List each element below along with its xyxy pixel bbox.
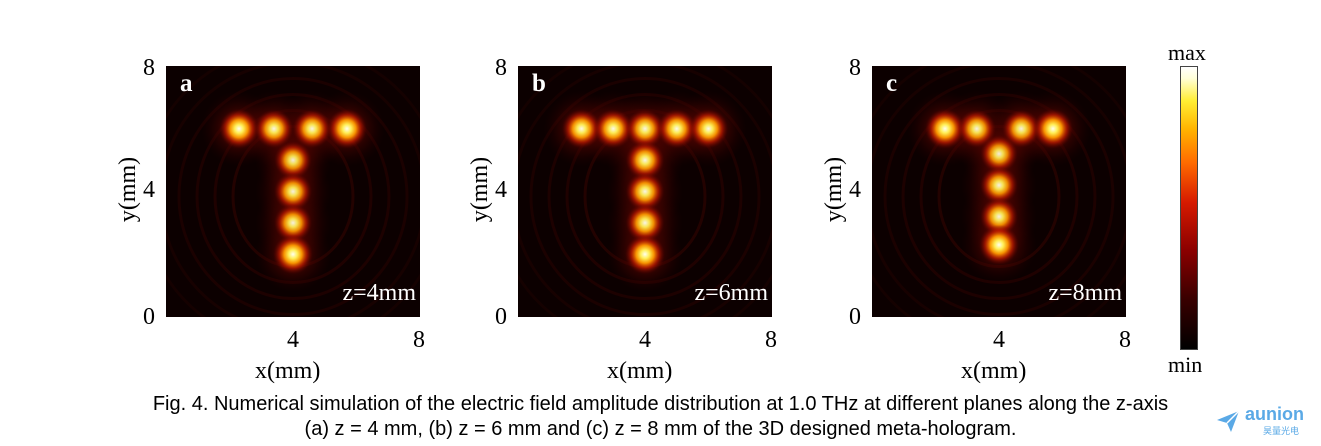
hotspot [273,234,313,275]
background-ring [195,93,391,301]
hotspot [979,197,1019,236]
heatmap-svg-c [872,66,1126,317]
hotspot [292,109,332,149]
x-tick-4: 4 [287,327,299,353]
y-axis-label: y(mm) [821,156,848,223]
background-ring [901,93,1097,301]
paper-plane-icon [1217,410,1240,432]
y-tick-4: 4 [143,177,155,203]
colorbar-max-label: max [1168,40,1206,65]
y-axis-label: y(mm) [115,156,142,223]
panel-label: c [886,70,898,97]
logo-name: aunion [1245,404,1304,424]
hotspot [925,108,966,149]
hotspot [957,109,996,148]
heatmap-svg-b [518,66,772,317]
hotspot [561,109,602,149]
y-tick-8: 8 [849,55,861,81]
heatmap-plot-b: b z=6mm [518,66,772,317]
x-tick-8: 8 [1119,327,1131,353]
panel-c: c z=8mm 8 4 0 4 8 y(mm) x(mm) [786,0,1166,390]
plane-annotation: z=4mm [342,280,416,306]
hotspot [326,108,367,149]
hotspot [219,108,260,149]
panel-label: b [532,70,546,97]
hotspot [1002,109,1041,148]
hotspot [625,203,665,243]
background-ring [529,77,761,317]
y-tick-0: 0 [143,304,155,330]
figure-caption-line1: Fig. 4. Numerical simulation of the elec… [152,393,1169,415]
x-tick-8: 8 [765,327,777,353]
heatmap-plot-a: a z=4mm [166,66,420,317]
panel-a: a z=4mm 8 4 0 4 8 y(mm) x(mm) [80,0,460,390]
y-tick-0: 0 [495,304,507,330]
hotspot [254,109,294,149]
heatmap-plot-c: c z=8mm [872,66,1126,317]
hotspot [1032,108,1073,149]
colorbar-min-label: min [1168,352,1203,377]
panel-b: b z=6mm 8 4 0 4 8 y(mm) x(mm) [432,0,812,390]
hotspot [657,109,697,149]
x-tick-4: 4 [639,327,651,353]
hotspot [980,135,1018,173]
panel-label: a [180,70,193,97]
plane-annotation: z=8mm [1048,280,1122,306]
background-ring [883,77,1115,317]
x-axis-label: x(mm) [607,358,673,384]
background-ring [177,77,409,317]
y-tick-0: 0 [849,304,861,330]
hotspot [688,109,729,149]
colorbar [1180,66,1198,350]
hotspot [273,172,313,211]
y-tick-8: 8 [143,55,155,81]
hotspot [979,166,1019,205]
x-axis-label: x(mm) [961,358,1027,384]
plane-annotation: z=6mm [694,280,768,306]
hotspot [593,109,633,149]
hotspot [979,224,1019,265]
figure-caption-line2: (a) z = 4 mm, (b) z = 6 mm and (c) z = 8… [304,418,1017,440]
y-tick-8: 8 [495,55,507,81]
x-axis-label: x(mm) [255,358,321,384]
hotspot [274,141,312,179]
hotspot [625,140,665,180]
aunion-logo: aunion 昊量光电 [1215,404,1315,440]
hotspot [625,234,665,275]
heatmap-svg-a [166,66,420,317]
hotspot [625,172,665,211]
hotspot [625,109,665,149]
y-axis-label: y(mm) [467,156,494,223]
y-tick-4: 4 [849,177,861,203]
y-tick-4: 4 [495,177,507,203]
x-tick-4: 4 [993,327,1005,353]
x-tick-8: 8 [413,327,425,353]
hotspot [273,203,313,242]
logo-subtitle: 昊量光电 [1263,427,1300,437]
